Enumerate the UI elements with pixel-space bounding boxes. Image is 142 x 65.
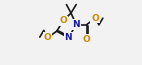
Text: O: O	[91, 14, 99, 23]
Text: O: O	[44, 33, 52, 42]
Text: O: O	[59, 16, 67, 25]
Text: O: O	[83, 35, 90, 43]
Text: N: N	[65, 33, 72, 42]
Text: N: N	[72, 20, 80, 29]
